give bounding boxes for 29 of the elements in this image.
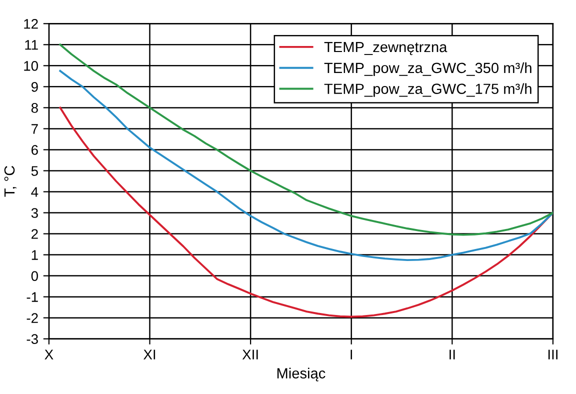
y-tick-label: 8 [31,103,38,113]
y-tick-label: 11 [25,40,38,50]
line-series [59,44,553,236]
y-tick-label: 7 [32,124,38,134]
y-tick-label: 9 [31,82,38,92]
y-tick-label: -1 [26,292,38,302]
y-tick-label: 6 [32,145,38,155]
legend-label: TEMP_zewnętrzna [324,42,448,56]
y-tick-label: 4 [31,187,38,197]
legend-label: TEMP_pow_za_GWC_175 m³/h [324,83,532,97]
x-tick-label: III [548,350,558,360]
y-tick-label: 10 [24,61,38,71]
legend-label: TEMP_pow_za_GWC_350 m³/h [324,62,532,76]
y-axis-title: T, °C [4,166,16,197]
x-tick-label: XI [144,350,156,360]
y-tick-label: 3 [31,208,38,218]
y-tick-label: 2 [32,229,38,239]
x-tick-label: XII [242,350,258,360]
y-tick-label: 12 [24,18,38,29]
x-axis-title: Miesiąc [277,368,326,382]
line-series [59,106,553,318]
y-tick-label: -3 [26,334,38,344]
x-tick-label: X [44,350,54,360]
y-tick-label: 0 [31,271,38,281]
x-tick-label: II [450,350,455,360]
y-tick-label: 5 [31,166,38,176]
y-tick-label: 1 [32,250,38,260]
x-tick-label: I [350,350,352,360]
y-tick-label: -2 [26,313,38,323]
